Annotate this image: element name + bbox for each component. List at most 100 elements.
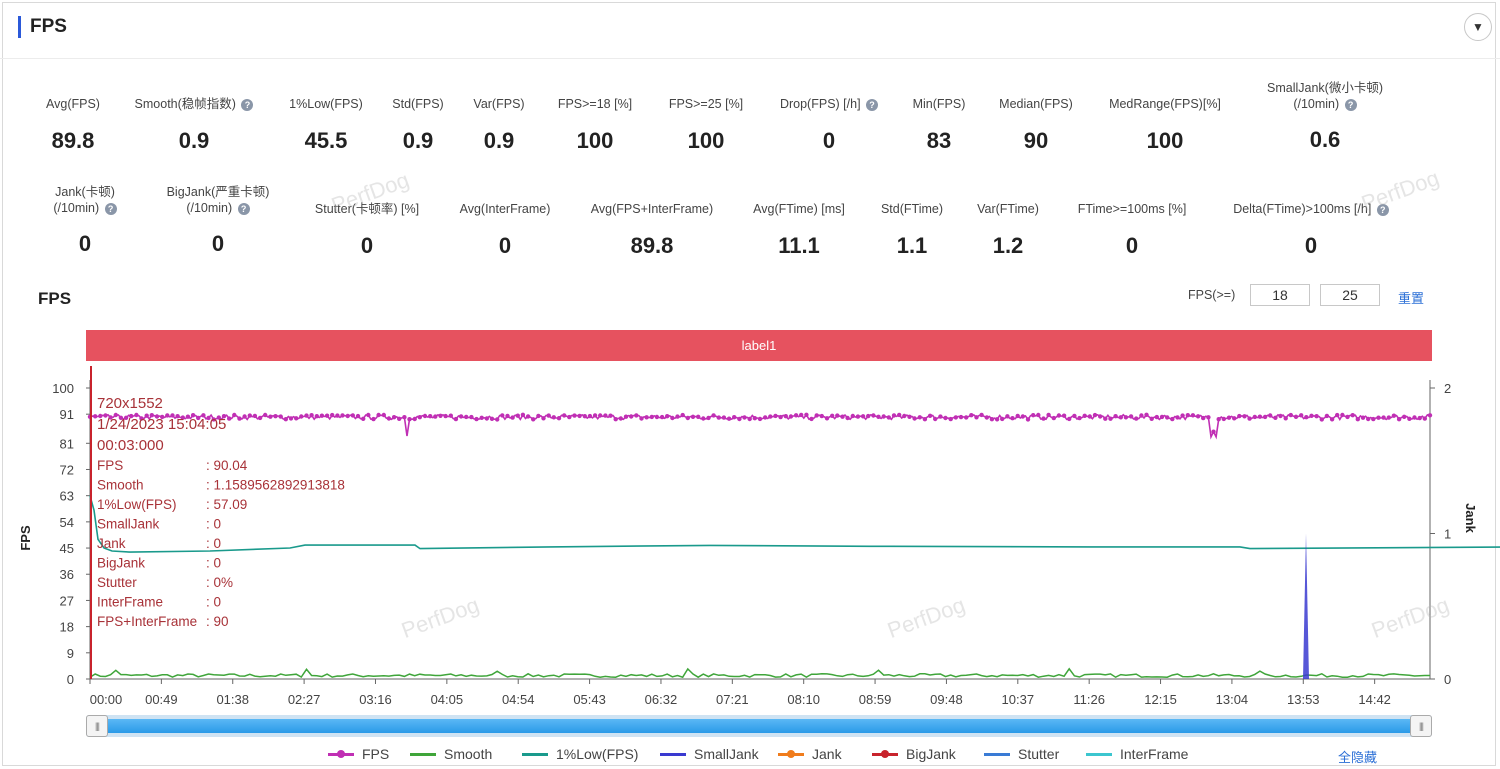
legend-item-1-low-fps-[interactable]: 1%Low(FPS) — [522, 746, 638, 762]
scroll-handle-left[interactable]: ||| — [86, 715, 108, 737]
fps-point — [495, 417, 500, 422]
fps-point — [247, 413, 252, 418]
legend-swatch-icon — [778, 748, 804, 760]
metric-r1-7: Drop(FPS) [/h] ? 0 — [749, 96, 909, 154]
y-tick-label: 63 — [60, 489, 74, 504]
fps-point — [752, 416, 757, 421]
label-band[interactable]: label1 — [86, 330, 1432, 361]
fps-point — [840, 414, 845, 419]
series-smooth-line — [89, 667, 1430, 679]
legend-swatch-icon — [660, 748, 686, 760]
metric-label: Std(FPS) — [392, 97, 444, 111]
help-icon[interactable]: ? — [104, 202, 117, 215]
help-icon[interactable]: ? — [1376, 203, 1389, 216]
fps-point — [1216, 417, 1221, 422]
x-tick-label: 06:32 — [645, 692, 678, 706]
fps-chart[interactable]: 0 9 18 27 36 45 54 63 72 81 91 100 0 1 2 FPS Jank 00:00 00… — [0, 366, 1500, 706]
fps-threshold-label: FPS(>=) — [1188, 288, 1236, 302]
fps-point — [417, 415, 422, 420]
fps-threshold-input-2[interactable] — [1320, 284, 1380, 306]
fps-point — [1283, 416, 1288, 421]
fps-point — [721, 415, 727, 420]
hide-all-button[interactable]: 全隐藏 — [1338, 750, 1378, 765]
fps-point — [1201, 415, 1206, 421]
fps-point — [206, 415, 211, 421]
x-tick-label: 00:00 — [90, 692, 123, 706]
fps-point — [1005, 414, 1010, 419]
fps-point — [474, 416, 479, 422]
fps-point — [912, 416, 917, 421]
legend-label: 1%Low(FPS) — [556, 746, 639, 762]
tooltip-value: : 0 — [206, 536, 221, 551]
fps-point — [974, 415, 979, 420]
legend-item-smalljank[interactable]: SmallJank — [660, 746, 759, 762]
fps-point — [165, 413, 170, 418]
fps-point — [288, 416, 294, 421]
legend-item-stutter[interactable]: Stutter — [984, 746, 1059, 762]
help-icon[interactable]: ? — [241, 98, 254, 111]
fps-threshold-input-1[interactable] — [1250, 284, 1310, 306]
metric-value: 100 — [687, 128, 725, 153]
metric-label: Var(FPS) — [473, 97, 525, 111]
fps-point — [1407, 416, 1412, 421]
fps-point — [93, 414, 98, 419]
fps-point — [1041, 416, 1046, 421]
reset-button[interactable]: 重置 — [1398, 291, 1425, 306]
metric-r1-9: Median(FPS) 90 — [956, 96, 1116, 154]
legend-item-bigjank[interactable]: BigJank — [872, 746, 956, 762]
fps-point — [1293, 414, 1299, 419]
fps-point — [1165, 415, 1170, 420]
scroll-handle-right[interactable]: ||| — [1410, 715, 1432, 737]
metric-label: FTime>=100ms [%] — [1077, 202, 1187, 216]
legend-swatch-icon — [328, 748, 354, 760]
fps-point — [732, 415, 737, 420]
fps-point — [799, 412, 804, 418]
time-range-scrollbar[interactable]: ||| ||| — [86, 715, 1432, 737]
panel-title: FPS — [30, 16, 67, 37]
title-accent-bar — [18, 16, 21, 38]
legend-item-fps[interactable]: FPS — [328, 746, 389, 762]
fps-point — [613, 417, 618, 422]
metric-r1-8: Min(FPS) 83 — [859, 96, 1019, 154]
fps-point — [1077, 415, 1082, 421]
tooltip-value: : 57.09 — [206, 497, 247, 512]
help-icon[interactable]: ? — [866, 98, 879, 111]
metric-value: 0.9 — [402, 128, 434, 153]
collapse-button[interactable]: ▼ — [1464, 13, 1492, 41]
fps-point — [824, 416, 830, 421]
fps-point — [1108, 416, 1113, 421]
fps-point — [469, 414, 474, 420]
fps-point — [340, 413, 345, 418]
fps-point — [330, 412, 335, 418]
metric-r2-1: Avg(InterFrame) 0 — [425, 201, 585, 259]
fps-point — [567, 414, 572, 420]
fps-point — [577, 413, 582, 419]
fps-point — [314, 414, 319, 419]
fps-point — [134, 412, 139, 418]
fps-point — [1061, 413, 1067, 418]
fps-point — [1020, 414, 1025, 419]
x-tick-label: 05:43 — [573, 692, 606, 706]
fps-point — [422, 413, 428, 419]
help-icon[interactable]: ? — [237, 202, 250, 215]
metric-r1-4: Var(FPS) 0.9 — [419, 96, 579, 154]
metric-label: MedRange(FPS)[%] — [1109, 97, 1221, 111]
metric-label: Min(FPS) — [912, 97, 966, 111]
metric-value: 83 — [926, 128, 952, 153]
metric-r1-10: MedRange(FPS)[%] 100 — [1085, 96, 1245, 154]
legend-item-jank[interactable]: Jank — [778, 746, 842, 762]
metric-value: 0 — [211, 231, 225, 256]
tooltip-value: : 90 — [206, 614, 229, 629]
x-tick-label: 10:37 — [1002, 692, 1035, 706]
x-tick-label: 08:59 — [859, 692, 892, 706]
fps-point — [1257, 414, 1263, 419]
legend-item-interframe[interactable]: InterFrame — [1086, 746, 1188, 762]
fps-point — [407, 417, 412, 422]
scroll-selection[interactable] — [98, 719, 1420, 733]
fps-point — [917, 415, 922, 420]
fps-point — [500, 413, 505, 418]
metric-jank: Jank(卡顿) (/10min) ? 0 — [25, 184, 145, 257]
help-icon[interactable]: ? — [1344, 98, 1357, 111]
legend-item-smooth[interactable]: Smooth — [410, 746, 492, 762]
metric-r2-3: Avg(FTime) [ms] 11.1 — [719, 201, 879, 259]
